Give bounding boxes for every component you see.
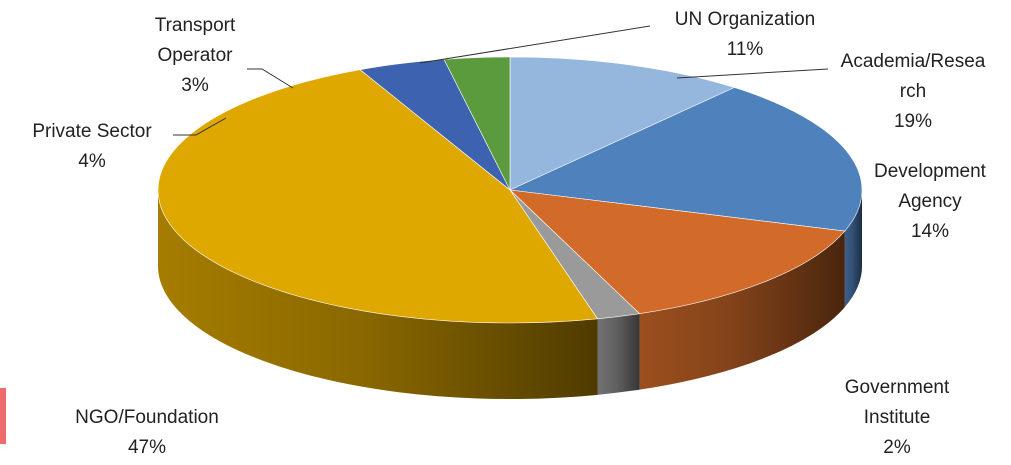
leader-line-un-organization <box>419 25 651 64</box>
pie-side-shading-government-institute <box>597 313 640 395</box>
category-label-transport-operator: Transport <box>155 15 236 36</box>
pie-sides <box>158 190 862 399</box>
slice-labels: UN Organization 11% Academia/Resea rch 19% De… <box>32 9 986 458</box>
data-label-transport-operator: 3% <box>181 75 209 96</box>
category-label-un-organization: UN Organization <box>675 9 815 30</box>
page-edge-marker <box>0 388 6 444</box>
leader-line-transport-operator <box>247 68 294 89</box>
data-label-private-sector: 4% <box>78 151 106 172</box>
category-label-development-agency: Development <box>874 161 987 182</box>
category-label-ngo-foundation: NGO/Foundation <box>75 407 219 428</box>
leader-lines <box>173 25 829 136</box>
category-label-government-institute: Government <box>845 377 950 398</box>
data-label-un-organization: 11% <box>727 39 764 60</box>
category-label-academia-research: Academia/Resea <box>841 51 986 72</box>
leader-line-private-sector <box>173 117 227 136</box>
category-label-development-agency: Agency <box>898 191 962 212</box>
pie-side-shading-development-agency <box>639 231 845 390</box>
pie-slice-academia-research <box>508 87 863 232</box>
leader-line-academia-research <box>676 68 829 79</box>
category-label-government-institute: Institute <box>864 407 931 428</box>
data-label-government-institute: 2% <box>883 437 911 458</box>
category-label-transport-operator: Operator <box>158 45 234 66</box>
pie-slice-ngo-foundation <box>157 69 599 324</box>
data-label-academia-research: 19% <box>894 111 932 132</box>
pie-side-shading-academia-research <box>844 190 862 308</box>
category-label-private-sector: Private Sector <box>32 121 152 142</box>
pie-side-shading-ngo-foundation <box>158 190 598 399</box>
category-label-academia-research: rch <box>900 81 926 102</box>
pie-top-faces <box>157 56 863 324</box>
data-label-development-agency: 14% <box>911 221 949 242</box>
data-label-ngo-foundation: 47% <box>128 437 166 458</box>
pie-slice-un-organization <box>509 56 736 191</box>
pie-slice-development-agency <box>509 189 846 314</box>
